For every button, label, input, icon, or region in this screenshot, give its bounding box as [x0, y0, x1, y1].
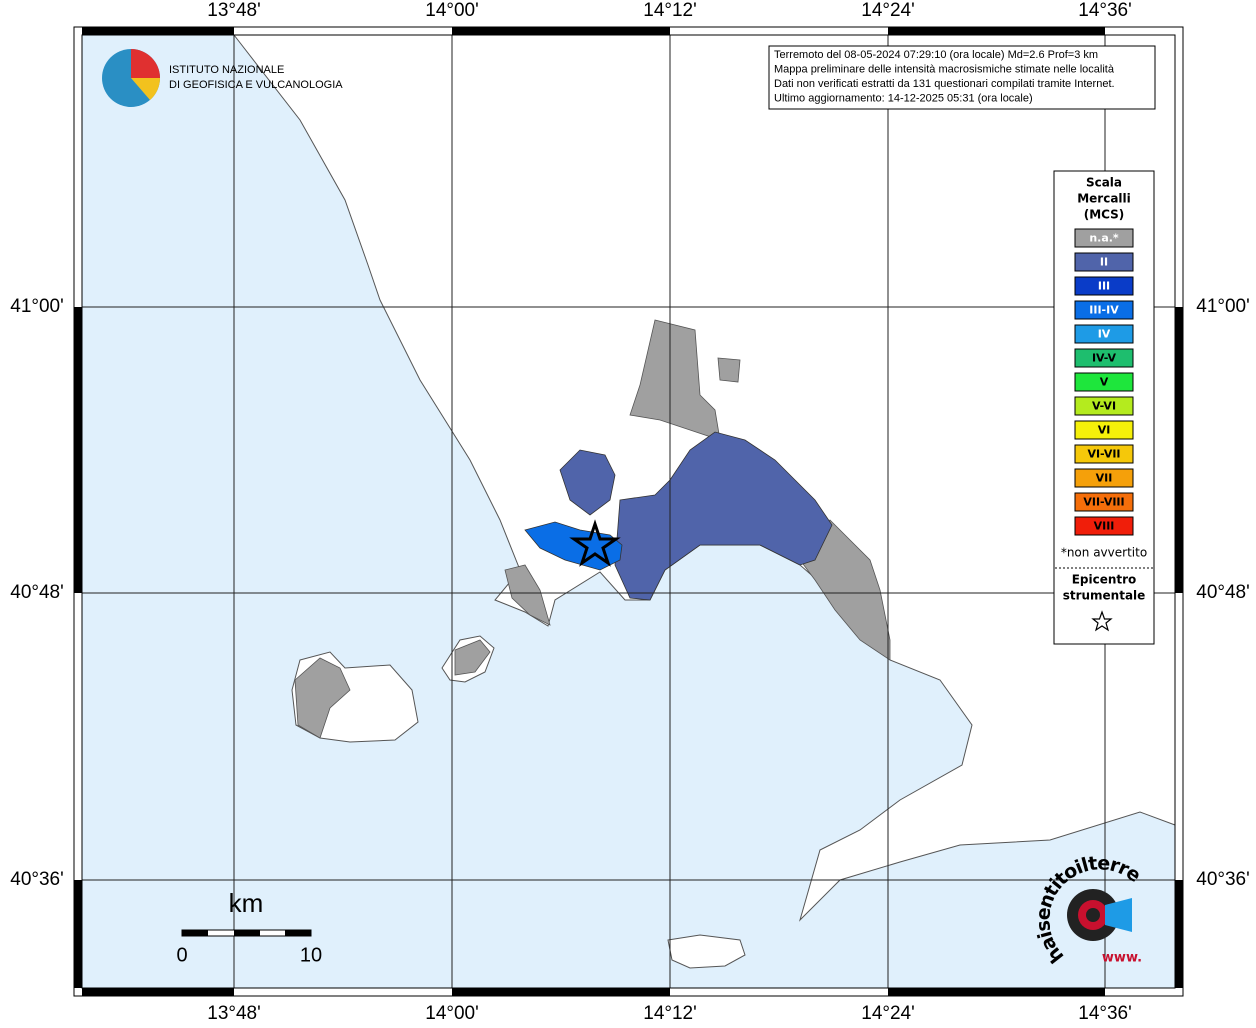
longitude-label: 14°12': [643, 1003, 697, 1024]
legend-swatch: [1074, 276, 1134, 296]
longitude-label: 14°12': [643, 0, 697, 21]
legend-swatch: [1074, 396, 1134, 416]
legend-label: n.a.*: [1089, 232, 1119, 245]
info-line: Terremoto del 08-05-2024 07:29:10 (ora l…: [774, 49, 1098, 61]
latitude-label: 40°36': [10, 869, 64, 890]
scale-label: 10: [300, 944, 322, 966]
legend-epicenter: Epicentro: [1072, 573, 1137, 587]
legend-label: IV: [1098, 328, 1111, 341]
longitude-label: 14°36': [1078, 0, 1132, 21]
legend-label: VII: [1096, 472, 1113, 485]
legend-swatch: [1074, 348, 1134, 368]
legend-swatch: [1074, 516, 1134, 536]
legend-label: IV-V: [1092, 352, 1117, 365]
info-line: Mappa preliminare delle intensità macros…: [774, 63, 1115, 75]
legend-title: Mercalli: [1077, 192, 1131, 206]
site-logo: [1086, 908, 1100, 922]
legend-label: V-VI: [1092, 400, 1116, 413]
site-logo-www: www.: [1102, 951, 1142, 966]
longitude-label: 13°48': [207, 0, 261, 21]
legend-swatch: [1074, 300, 1134, 320]
legend-label: III: [1098, 280, 1110, 293]
info-line: Ultimo aggiornamento: 14-12-2025 05:31 (…: [774, 92, 1033, 104]
legend-swatch: [1074, 492, 1134, 512]
legend-footnote: *non avvertito: [1061, 546, 1147, 560]
legend-swatch: [1074, 324, 1134, 344]
legend-label: VIII: [1094, 520, 1115, 533]
scale-bar: [234, 930, 260, 936]
legend-label: VI: [1098, 424, 1111, 437]
legend-swatch: [1074, 420, 1134, 440]
site-logo: [1105, 898, 1132, 932]
longitude-label: 14°24': [861, 0, 915, 21]
legend-label: III-IV: [1089, 304, 1119, 317]
scale-bar: [285, 930, 311, 936]
longitude-label: 14°00': [425, 1003, 479, 1024]
ingv-text: DI GEOFISICA E VULCANOLOGIA: [169, 79, 343, 91]
scale-label: 0: [176, 944, 187, 966]
island: [667, 934, 746, 969]
legend-label: VI-VII: [1087, 448, 1120, 461]
legend-swatch: [1074, 228, 1134, 248]
ingv-logo: [131, 78, 161, 100]
latitude-label: 41°00': [1196, 296, 1250, 317]
latitude-label: 40°48': [1196, 582, 1250, 603]
intensity-area: [614, 431, 833, 601]
legend-swatch: [1074, 372, 1134, 392]
scale-bar: [182, 930, 208, 936]
legend-label: V: [1100, 376, 1109, 389]
longitude-label: 14°24': [861, 1003, 915, 1024]
legend-label: VII-VIII: [1083, 496, 1124, 509]
scale-unit: km: [229, 888, 264, 918]
legend-swatch: [1074, 252, 1134, 272]
legend-title: (MCS): [1084, 208, 1125, 222]
epicenter: [569, 519, 621, 567]
info-line: Dati non verificati estratti da 131 ques…: [774, 78, 1115, 90]
latitude-label: 40°36': [1196, 869, 1250, 890]
longitude-label: 14°00': [425, 0, 479, 21]
latitude-label: 40°48': [10, 582, 64, 603]
longitude-label: 13°48': [207, 1003, 261, 1024]
ingv-text: ISTITUTO NAZIONALE: [169, 64, 284, 76]
legend-star: [1091, 610, 1113, 632]
latitude-label: 41°00': [10, 296, 64, 317]
longitude-label: 14°36': [1078, 1003, 1132, 1024]
frame-ticks: [74, 27, 1183, 996]
legend-swatch: [1074, 444, 1134, 464]
na-areas: [294, 319, 891, 739]
legend-label: II: [1100, 256, 1108, 269]
ingv-logo: [131, 49, 160, 78]
legend-title: Scala: [1086, 176, 1122, 190]
intensity-area: [559, 449, 616, 516]
info-box: [768, 45, 1156, 110]
legend-swatch: [1074, 468, 1134, 488]
legend-epicenter: strumentale: [1063, 589, 1146, 603]
